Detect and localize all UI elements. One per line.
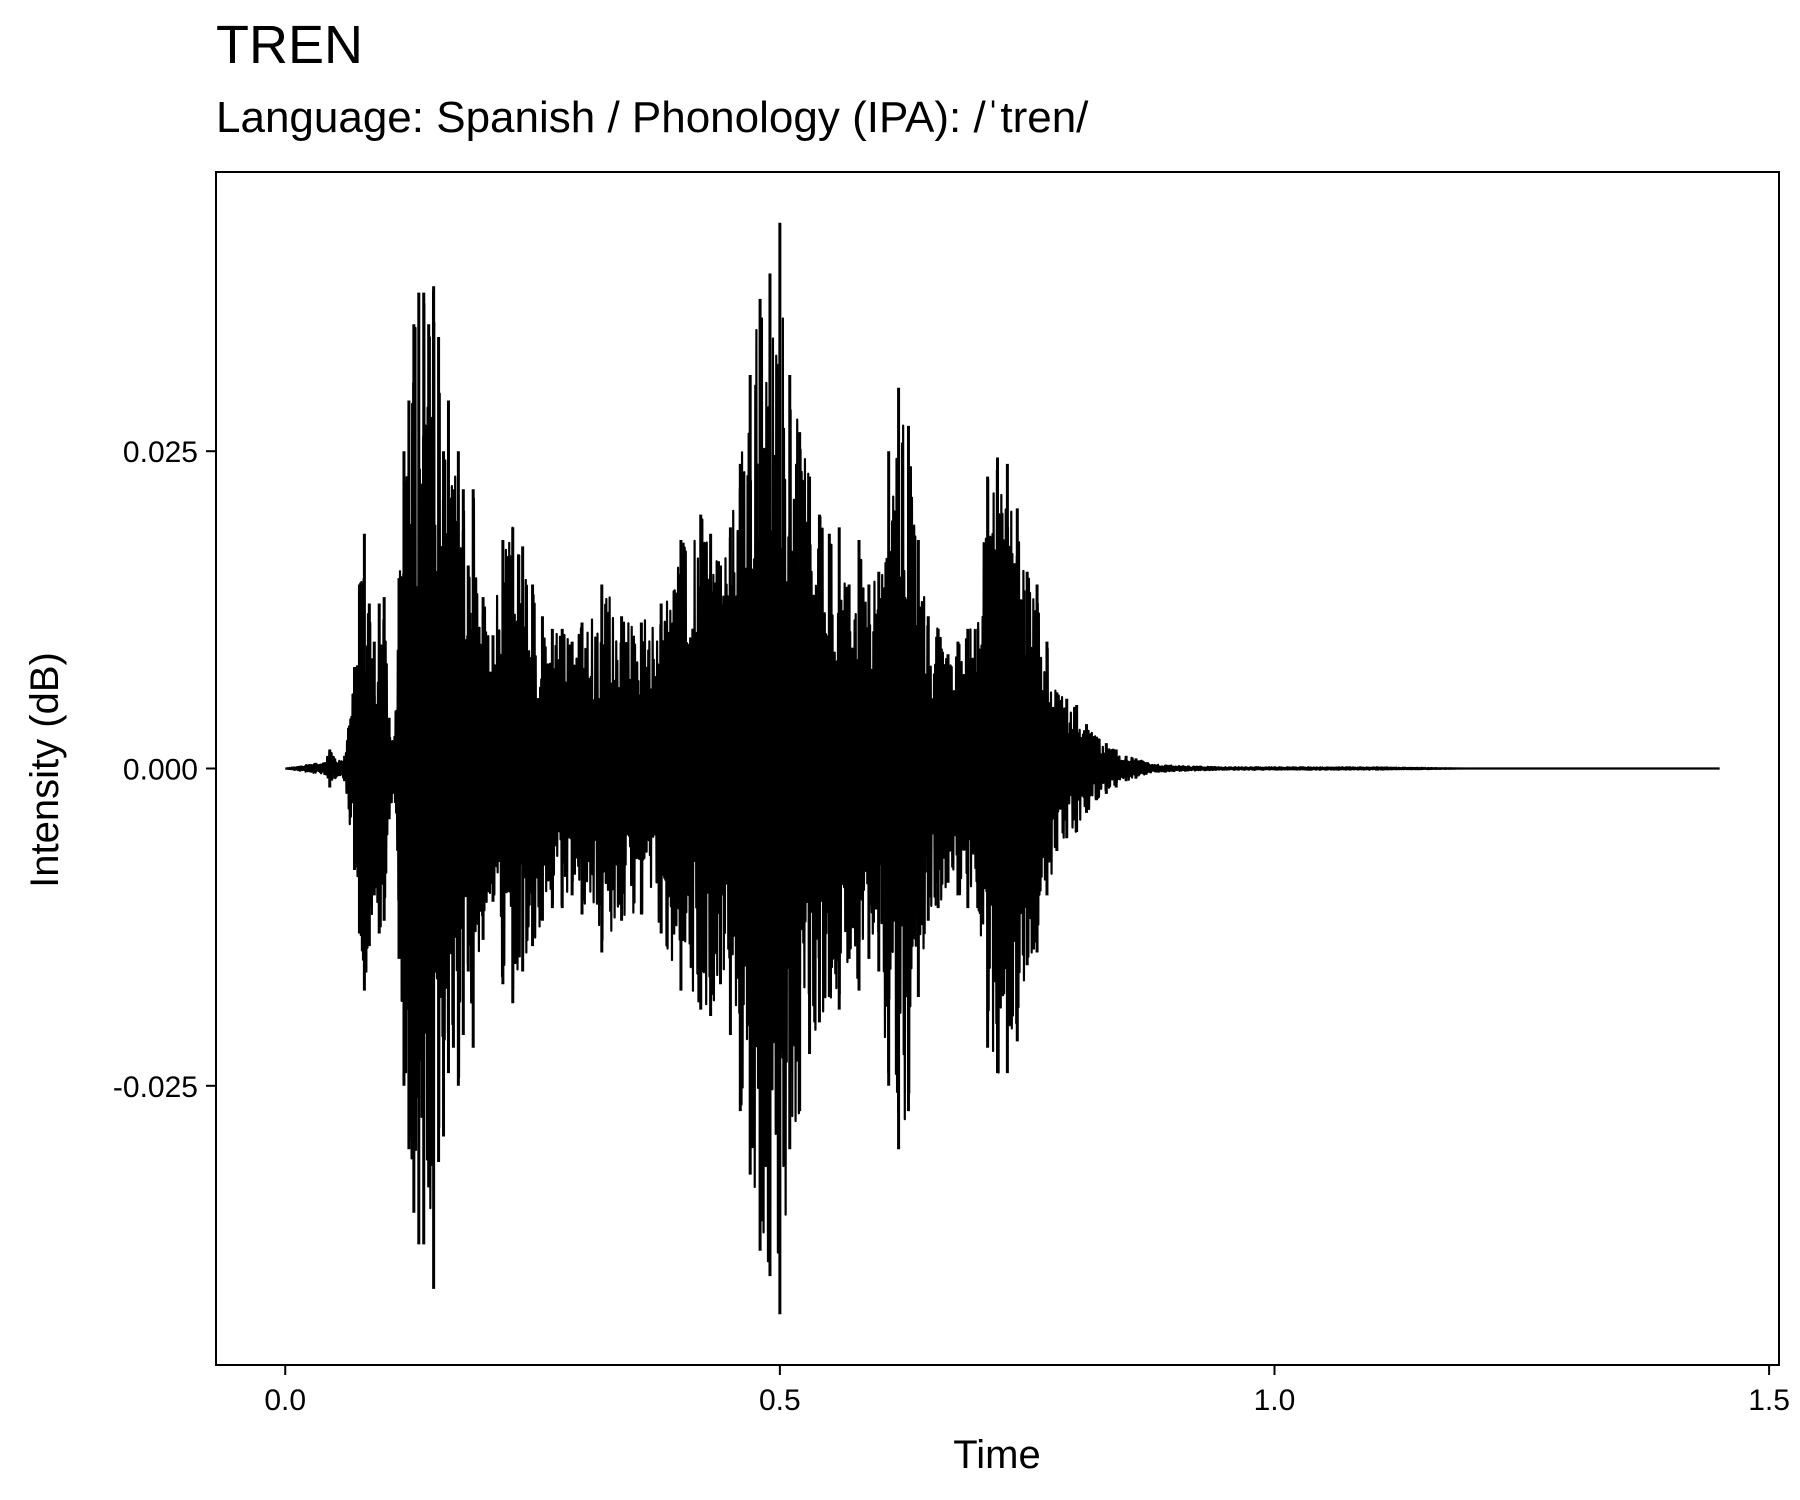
y-tick-label: 0.000 [123,754,198,787]
x-tick-label: 0.5 [759,1384,801,1417]
x-tick-label: 1.5 [1748,1384,1790,1417]
y-tick-label: 0.025 [123,436,198,469]
waveform-line [284,280,1721,1263]
y-tick-label: -0.025 [113,1071,198,1104]
y-axis-title: Intensity (dB) [23,652,67,888]
x-axis-title: Time [953,1433,1040,1477]
x-tick-label: 1.0 [1254,1384,1296,1417]
x-tick-label: 0.0 [264,1384,306,1417]
chart-subtitle: Language: Spanish / Phonology (IPA): /ˈt… [216,93,1089,142]
chart-title: TREN [216,15,363,75]
